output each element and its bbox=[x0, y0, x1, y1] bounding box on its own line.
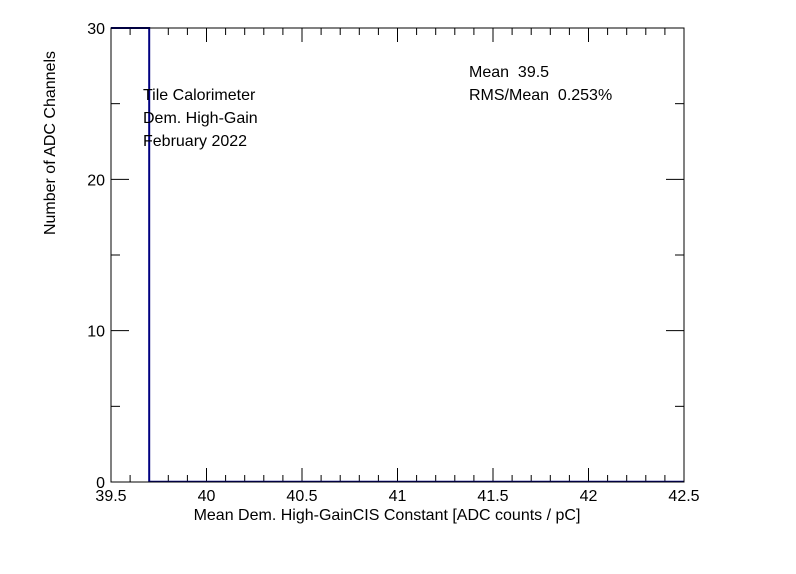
y-axis-title: Number of ADC Channels bbox=[42, 51, 59, 235]
y-tick-label: 30 bbox=[87, 21, 105, 38]
y-tick-label: 20 bbox=[87, 172, 105, 189]
stats-rms-mean: RMS/Mean 0.253% bbox=[469, 87, 612, 104]
x-tick-label: 40 bbox=[198, 488, 216, 505]
plot-frame bbox=[110, 27, 685, 483]
x-axis-title: Mean Dem. High-GainCIS Constant [ADC cou… bbox=[194, 507, 581, 524]
y-tick-labels: 0 10 20 30 bbox=[87, 21, 105, 492]
x-tick-label: 42.5 bbox=[668, 488, 699, 505]
y-tick-label: 10 bbox=[87, 324, 105, 341]
y-tick-label: 0 bbox=[96, 475, 105, 492]
stats-mean: Mean 39.5 bbox=[469, 64, 549, 81]
x-tick-label: 41 bbox=[389, 488, 407, 505]
x-tick-label: 39.5 bbox=[95, 488, 126, 505]
annotation-line-2: Dem. High-Gain bbox=[143, 110, 258, 127]
x-tick-label: 40.5 bbox=[286, 488, 317, 505]
x-tick-labels: 39.5 40 40.5 41 41.5 42 42.5 bbox=[95, 488, 699, 505]
annotation-line-3: February 2022 bbox=[143, 133, 247, 150]
x-tick-label: 41.5 bbox=[477, 488, 508, 505]
x-tick-label: 42 bbox=[580, 488, 598, 505]
annotation-line-1: Tile Calorimeter bbox=[143, 87, 256, 104]
